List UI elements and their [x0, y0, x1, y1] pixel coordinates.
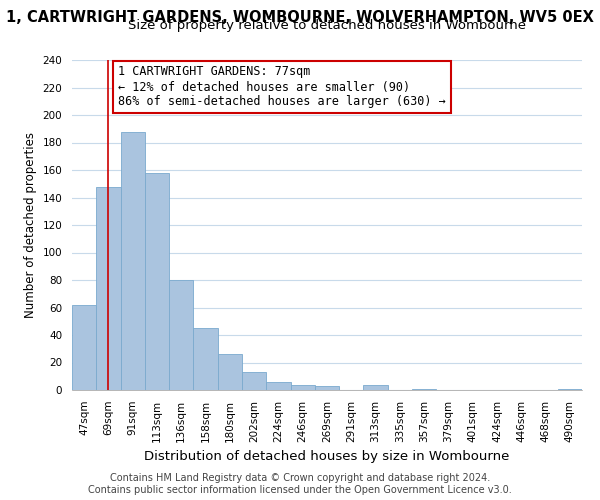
Bar [193, 328, 218, 390]
Bar [169, 280, 193, 390]
X-axis label: Distribution of detached houses by size in Wombourne: Distribution of detached houses by size … [145, 450, 509, 463]
Text: 1, CARTWRIGHT GARDENS, WOMBOURNE, WOLVERHAMPTON, WV5 0EX: 1, CARTWRIGHT GARDENS, WOMBOURNE, WOLVER… [6, 10, 594, 25]
Bar [121, 132, 145, 390]
Bar [266, 382, 290, 390]
Text: 1 CARTWRIGHT GARDENS: 77sqm
← 12% of detached houses are smaller (90)
86% of sem: 1 CARTWRIGHT GARDENS: 77sqm ← 12% of det… [118, 66, 446, 108]
Bar [412, 388, 436, 390]
Bar [218, 354, 242, 390]
Bar [96, 186, 121, 390]
Bar [315, 386, 339, 390]
Y-axis label: Number of detached properties: Number of detached properties [24, 132, 37, 318]
Bar [72, 304, 96, 390]
Bar [290, 384, 315, 390]
Title: Size of property relative to detached houses in Wombourne: Size of property relative to detached ho… [128, 20, 526, 32]
Text: Contains HM Land Registry data © Crown copyright and database right 2024.
Contai: Contains HM Land Registry data © Crown c… [88, 474, 512, 495]
Bar [145, 173, 169, 390]
Bar [558, 388, 582, 390]
Bar [242, 372, 266, 390]
Bar [364, 384, 388, 390]
